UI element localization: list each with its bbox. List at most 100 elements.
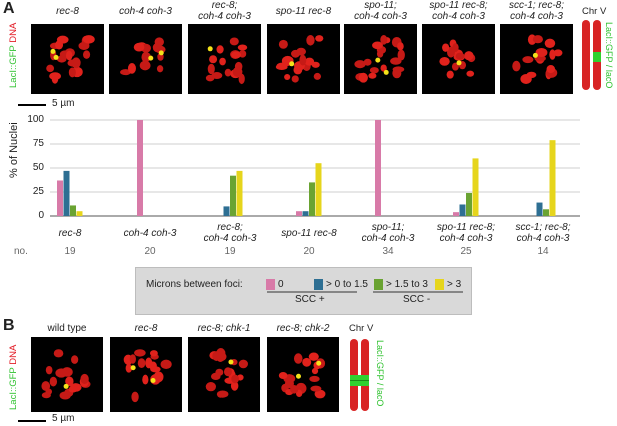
dna-blob bbox=[358, 72, 368, 83]
count-row-label: no. bbox=[14, 246, 28, 257]
dna-blob bbox=[216, 390, 229, 398]
dna-blob bbox=[314, 389, 326, 399]
bar bbox=[57, 180, 63, 216]
dna-blob bbox=[46, 64, 55, 73]
panel-b-letter: B bbox=[3, 317, 15, 334]
bar bbox=[302, 211, 309, 216]
bar bbox=[296, 211, 302, 216]
category-label-line1: scc-1; rec-8; bbox=[515, 222, 571, 233]
dna-blob bbox=[464, 51, 474, 61]
category-label: spo-11 rec-8; coh-4 coh-3 bbox=[426, 222, 506, 244]
bar bbox=[472, 158, 479, 216]
y-tick-label: 50 bbox=[32, 162, 44, 173]
scale-bar bbox=[18, 104, 46, 106]
chromosome-v-diagram bbox=[350, 339, 369, 411]
nuclei-count: 14 bbox=[537, 246, 549, 257]
dna-blob bbox=[466, 70, 475, 77]
gfp-focus bbox=[289, 61, 295, 67]
category-label-line2: coh-4 coh-3 bbox=[203, 233, 257, 244]
gfp-focus bbox=[50, 48, 56, 54]
dna-blob bbox=[133, 42, 145, 52]
image-label-line1: spo-11; bbox=[364, 0, 397, 11]
legend-item-label: 0 bbox=[278, 279, 284, 290]
legend-group-brackets bbox=[267, 291, 463, 293]
dna-blob bbox=[205, 382, 216, 392]
bar bbox=[459, 204, 466, 216]
dna-blob bbox=[149, 350, 158, 357]
category-label: rec-8; coh-4 coh-3 bbox=[190, 222, 270, 244]
dna-blob bbox=[131, 391, 139, 403]
gfp-focus bbox=[207, 46, 213, 52]
nuclei-count: 19 bbox=[64, 246, 76, 257]
panel-a-side-label: LacI::GFP DNA bbox=[8, 23, 19, 88]
image-label-line2: coh-4 coh-3 bbox=[198, 11, 251, 22]
image-label-line1: rec-8 bbox=[56, 6, 79, 17]
nuclei-count: 19 bbox=[224, 246, 236, 257]
image-label: rec-8 bbox=[134, 323, 158, 334]
dna-blob bbox=[284, 73, 291, 80]
category-label-line1: spo-11 rec-8 bbox=[281, 228, 337, 239]
dna-blob bbox=[512, 60, 521, 72]
dna-blob bbox=[216, 45, 224, 54]
image-label: rec-8; coh-4 coh-3 bbox=[183, 0, 266, 22]
bar bbox=[315, 163, 322, 216]
dna-blob bbox=[553, 49, 563, 57]
category-label: scc-1; rec-8; coh-4 coh-3 bbox=[503, 222, 583, 244]
image-label: rec-8; chk-2 bbox=[276, 323, 330, 334]
dna-blob bbox=[308, 352, 319, 361]
dna-blob bbox=[71, 57, 81, 69]
dna-blob bbox=[293, 353, 303, 364]
micrograph-4 bbox=[344, 24, 417, 94]
category-label-line2: coh-4 coh-3 bbox=[361, 233, 415, 244]
image-label-line1: spo-11 rec-8; bbox=[429, 0, 488, 11]
dna-blob bbox=[451, 62, 459, 71]
dna-blob bbox=[532, 35, 543, 44]
legend-group-scc-plus: SCC + bbox=[295, 294, 325, 305]
dna-blob bbox=[142, 374, 149, 385]
micrograph-0 bbox=[31, 337, 103, 412]
micrograph-2 bbox=[188, 24, 261, 94]
micrograph-3 bbox=[267, 24, 340, 94]
micrograph-0 bbox=[31, 24, 104, 94]
bar bbox=[236, 170, 243, 216]
bar bbox=[375, 120, 381, 216]
chromosome-v-diagram bbox=[582, 20, 601, 90]
legend-item-label: > 1.5 to 3 bbox=[386, 279, 428, 290]
dna-blob bbox=[522, 56, 534, 64]
legend-swatch bbox=[314, 279, 323, 290]
dna-blob bbox=[380, 35, 388, 45]
dna-blob bbox=[290, 385, 299, 394]
image-label: coh-4 coh-3 bbox=[104, 6, 187, 17]
dna-blob bbox=[442, 43, 450, 52]
dna-blob bbox=[278, 372, 288, 380]
gfp-focus bbox=[532, 52, 538, 58]
image-label-line2: coh-4 coh-3 bbox=[354, 11, 407, 22]
dna-blob bbox=[446, 70, 454, 79]
bar bbox=[137, 120, 143, 216]
dna-blob bbox=[369, 67, 379, 74]
y-tick-label: 75 bbox=[32, 138, 44, 149]
scale-bar bbox=[18, 420, 46, 422]
lacI-gfp-label: LacI::GFP bbox=[8, 367, 19, 410]
dna-blob bbox=[137, 358, 146, 369]
dna-blob bbox=[49, 376, 58, 387]
nuclei-count: 20 bbox=[303, 246, 315, 257]
dna-blob bbox=[41, 381, 51, 391]
y-tick-label: 100 bbox=[27, 114, 44, 125]
dna-blob bbox=[68, 386, 78, 393]
dna-blob bbox=[544, 38, 556, 48]
bar bbox=[230, 175, 236, 216]
image-label-line1: spo-11 rec-8 bbox=[275, 6, 332, 17]
dna-blob bbox=[129, 354, 136, 364]
dna-blob bbox=[397, 42, 404, 51]
nuclei-count: 34 bbox=[382, 246, 394, 257]
dna-blob bbox=[278, 39, 288, 49]
dna-blob bbox=[291, 75, 299, 83]
dna-blob bbox=[306, 35, 315, 46]
bar bbox=[63, 170, 70, 216]
dna-blob bbox=[354, 60, 366, 69]
dna-blob bbox=[315, 35, 324, 42]
gfp-focus bbox=[158, 50, 164, 56]
dna-blob bbox=[139, 60, 151, 71]
bar bbox=[453, 212, 459, 216]
